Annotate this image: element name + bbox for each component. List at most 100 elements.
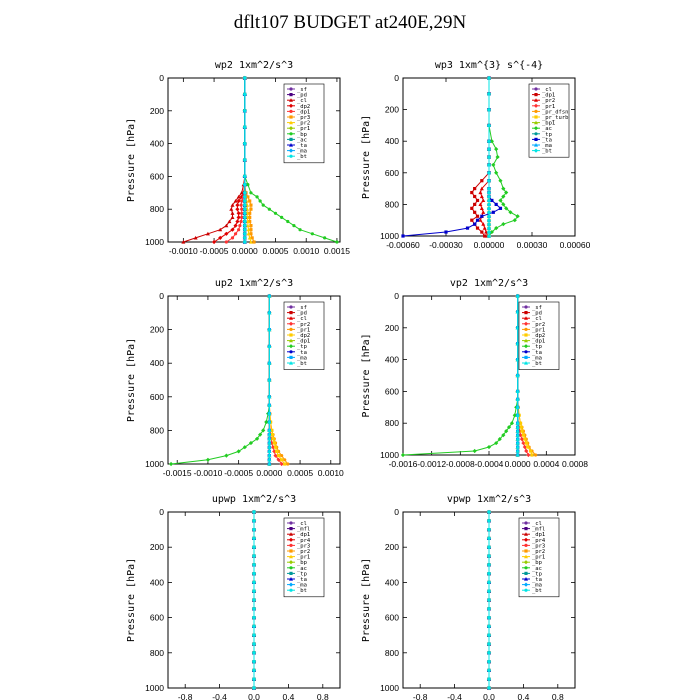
- data-point: [181, 240, 186, 244]
- data-point: [310, 232, 314, 236]
- data-point: [487, 677, 491, 681]
- data-point: [400, 452, 406, 458]
- chart-panel-6: vpwp 1xm^2/s^3 Pressure [hPa] 0 200 400 600 80…: [361, 494, 576, 700]
- y-tick-label: 800: [385, 648, 399, 658]
- data-point: [506, 425, 512, 430]
- legend-marker: [289, 98, 293, 102]
- legend-label: _cl: [297, 316, 307, 322]
- legend-marker: [288, 582, 294, 587]
- legend-label: _pr3: [297, 115, 310, 121]
- legend-label: _ta: [532, 350, 542, 356]
- data-point: [252, 598, 256, 602]
- legend-label: _dp2: [532, 333, 545, 339]
- data-point: [239, 219, 243, 224]
- data-point: [515, 373, 520, 378]
- y-tick-label: 800: [150, 425, 164, 435]
- y-tick-label: 1000: [380, 683, 399, 693]
- data-point: [273, 211, 278, 215]
- data-point: [504, 206, 509, 211]
- data-point: [498, 198, 503, 203]
- data-point: [486, 154, 492, 160]
- data-point: [273, 445, 278, 449]
- data-point: [248, 211, 252, 215]
- data-point: [252, 677, 256, 681]
- data-point: [252, 607, 256, 611]
- data-point: [479, 206, 484, 210]
- legend-marker: [288, 321, 294, 326]
- legend-marker: [524, 588, 528, 592]
- legend-label: _pr2: [532, 322, 545, 328]
- legend-marker: [534, 98, 538, 102]
- data-point: [486, 123, 492, 128]
- data-point: [243, 125, 247, 129]
- legend-label: _cl: [297, 98, 307, 104]
- data-point: [242, 445, 247, 450]
- data-point: [515, 437, 520, 441]
- data-point: [475, 226, 480, 230]
- data-point: [512, 218, 517, 223]
- data-point: [473, 222, 477, 226]
- data-point: [280, 454, 284, 458]
- data-point: [497, 437, 502, 442]
- data-point: [224, 240, 228, 244]
- data-point: [487, 642, 491, 646]
- legend-label: _pr1: [532, 555, 545, 561]
- data-point: [515, 389, 520, 393]
- data-point: [246, 231, 251, 236]
- plot-frame: [167, 295, 341, 465]
- legend-label: _pr2: [297, 121, 310, 127]
- legend-label: _ta: [297, 350, 307, 356]
- data-point: [267, 453, 272, 458]
- data-point: [515, 441, 520, 445]
- data-point: [515, 421, 520, 425]
- y-tick-label: 400: [385, 355, 399, 365]
- data-point: [252, 554, 256, 558]
- data-point: [255, 195, 259, 199]
- y-axis-label: Pressure [hPa]: [361, 115, 372, 199]
- legend-label: _pr2: [532, 549, 545, 555]
- y-tick-label: 200: [150, 325, 164, 335]
- data-point: [475, 218, 480, 222]
- y-tick-label: 1000: [145, 683, 164, 693]
- y-tick-label: 200: [385, 542, 399, 552]
- data-point: [489, 229, 494, 235]
- legend-label: _tp: [532, 571, 542, 577]
- data-point: [479, 186, 484, 191]
- data-point: [524, 448, 529, 454]
- data-point: [243, 240, 247, 244]
- data-point: [504, 429, 509, 434]
- data-point: [236, 449, 241, 454]
- data-point: [486, 222, 492, 227]
- legend-marker: [288, 537, 294, 542]
- y-tick-label: 400: [385, 577, 399, 587]
- data-point: [480, 230, 484, 234]
- data-point: [491, 162, 496, 167]
- data-point: [515, 405, 520, 409]
- legend-marker: [289, 305, 293, 309]
- data-point: [243, 191, 247, 195]
- y-axis-label: Pressure [hPa]: [361, 558, 372, 642]
- data-point: [473, 210, 477, 214]
- chart-panel-4: vp2 1xm^2/s^3 Pressure [hPa] 0 200 400 600 800…: [361, 278, 588, 469]
- y-tick-label: 800: [385, 418, 399, 428]
- x-tick-label: 0.0: [248, 692, 260, 700]
- data-point: [230, 227, 235, 232]
- legend-label: _bp1: [542, 121, 555, 127]
- legend-marker: [289, 333, 293, 337]
- data-point: [470, 218, 474, 222]
- data-point: [193, 235, 198, 240]
- legend-label: _pr3: [532, 543, 545, 549]
- data-point: [512, 413, 517, 418]
- data-point: [252, 572, 256, 576]
- data-point: [267, 207, 271, 211]
- data-point: [498, 178, 503, 183]
- legend-marker: [524, 571, 528, 575]
- data-point: [484, 230, 489, 234]
- data-point: [515, 397, 520, 401]
- data-point: [487, 633, 491, 637]
- data-point: [483, 234, 487, 238]
- legend-marker: [289, 311, 293, 315]
- panel-title: upwp 1xm^2/s^3: [212, 494, 296, 505]
- x-tick-label: -0.8: [413, 692, 428, 700]
